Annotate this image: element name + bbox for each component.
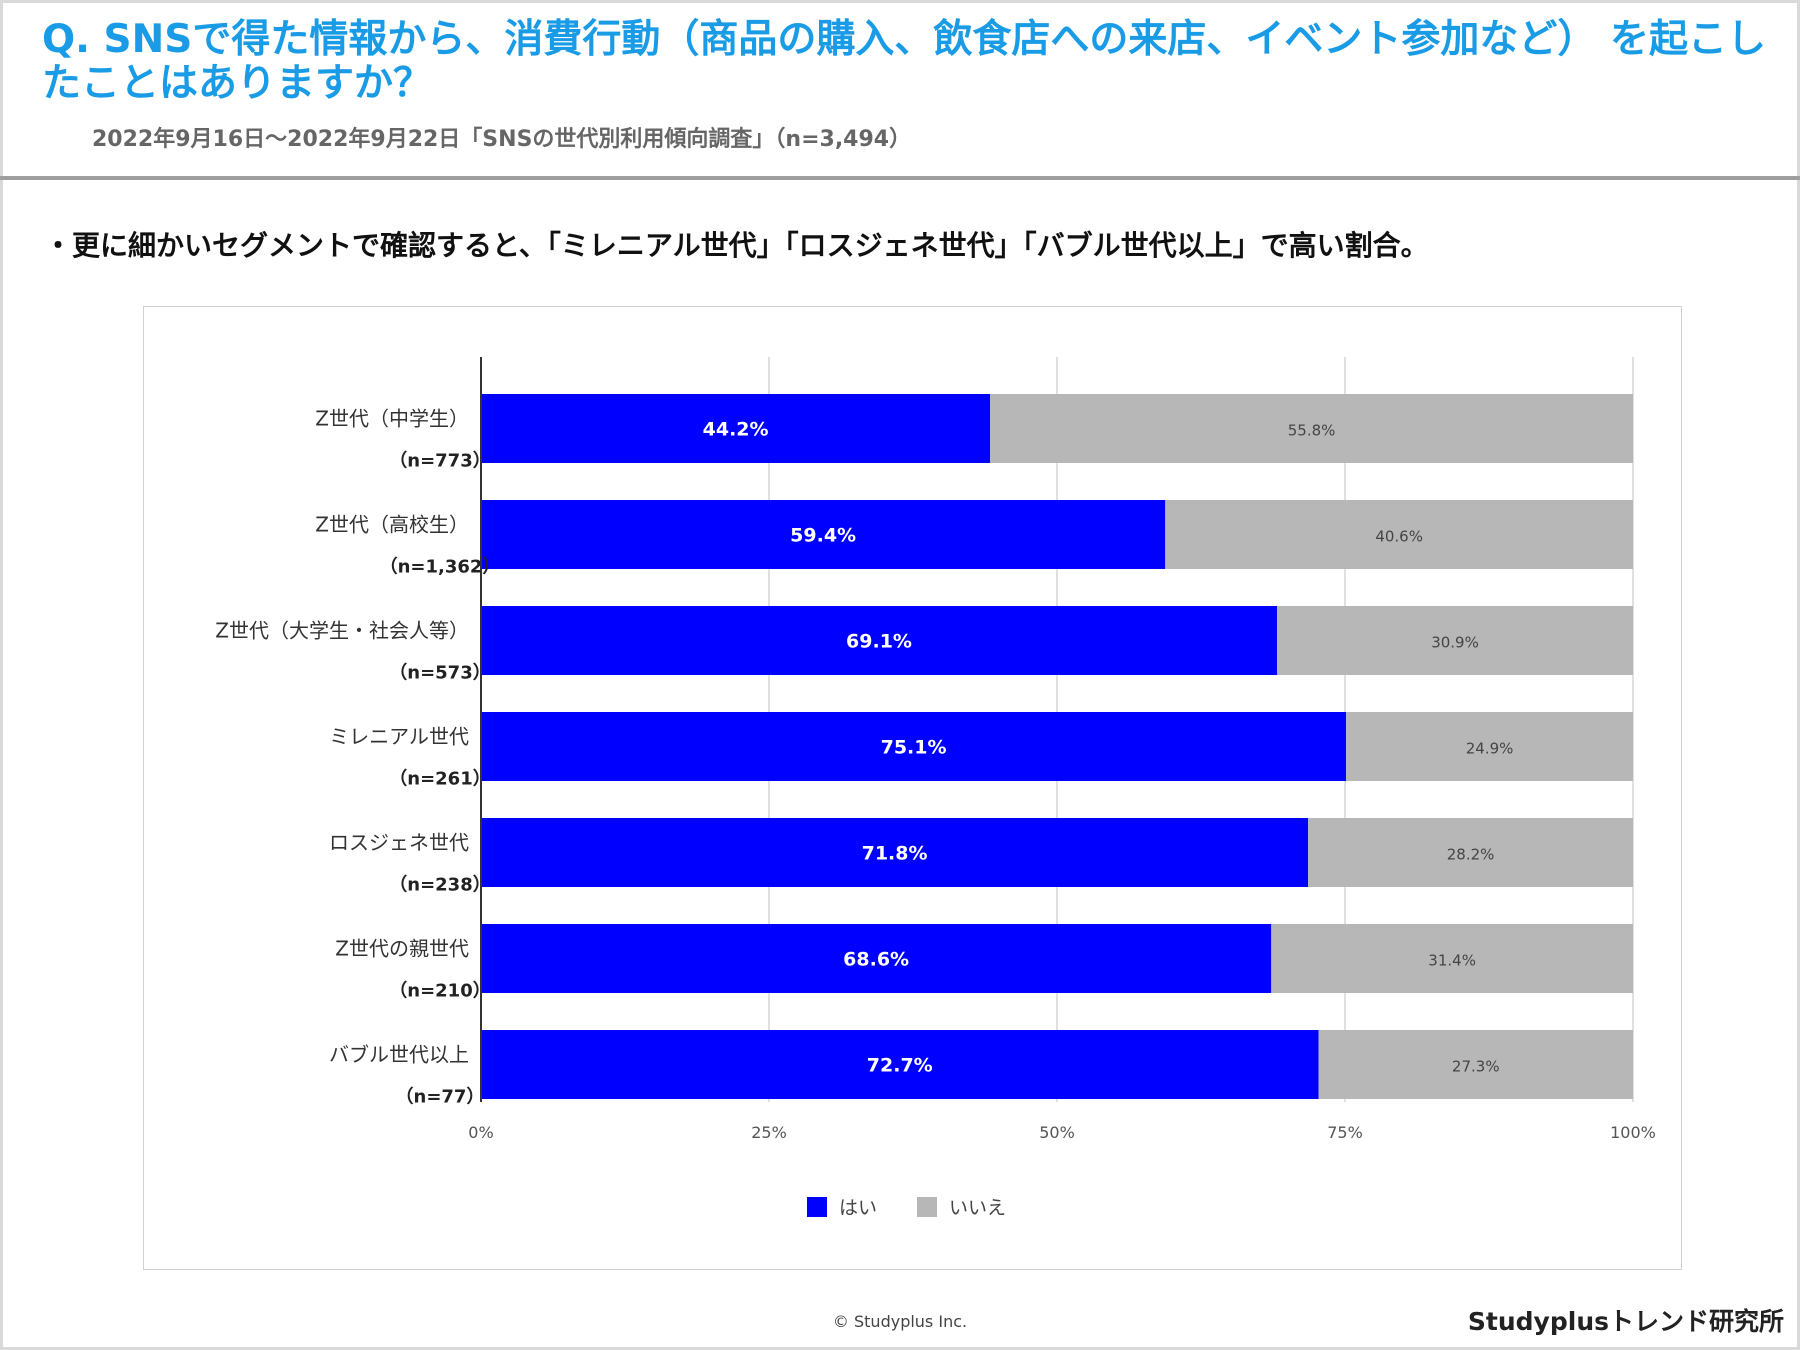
bar-yes-6 xyxy=(481,924,1272,993)
data-label-yes-7: 72.7% xyxy=(867,1055,933,1077)
category-n-2: （n=1,362） xyxy=(380,557,501,578)
bar-no-7 xyxy=(1318,1030,1633,1099)
bar-no-6 xyxy=(1271,924,1633,993)
category-n-7: （n=77） xyxy=(396,1087,485,1108)
data-label-no-2: 40.6% xyxy=(1375,528,1423,546)
stacked-bar-chart: 44.2% 55.8% Z世代（中学生） （n=773） 59.4% 40.6% Z世代（高… xyxy=(215,357,1656,1219)
x-tick-label-0: 0% xyxy=(468,1123,493,1142)
bar-yes-7 xyxy=(481,1030,1319,1099)
legend-swatch-yes xyxy=(807,1197,827,1217)
bar-yes-5 xyxy=(481,818,1309,887)
data-label-no-3: 30.9% xyxy=(1431,634,1479,652)
bar-no-4 xyxy=(1346,712,1633,781)
copyright: © Studyplus Inc. xyxy=(832,1312,968,1331)
x-tick-label-50: 50% xyxy=(1039,1123,1075,1142)
category-label-1: Z世代（中学生） xyxy=(315,407,469,431)
data-label-no-1: 55.8% xyxy=(1288,422,1336,440)
category-n-3: （n=573） xyxy=(389,663,490,684)
category-n-5: （n=238） xyxy=(389,875,490,896)
data-label-yes-6: 68.6% xyxy=(843,949,909,971)
x-tick-label-75: 75% xyxy=(1327,1123,1363,1142)
bar-no-3 xyxy=(1277,606,1633,675)
category-label-3: Z世代（大学生・社会人等） xyxy=(215,619,469,643)
bar-yes-3 xyxy=(481,606,1278,675)
brand-logo: Studyplusトレンド研究所 xyxy=(1467,1307,1784,1336)
category-n-6: （n=210） xyxy=(389,981,490,1002)
header-divider xyxy=(0,176,1800,180)
data-label-yes-4: 75.1% xyxy=(881,737,947,759)
category-label-7: バブル世代以上 xyxy=(329,1043,469,1067)
category-label-2: Z世代（高校生） xyxy=(315,513,469,537)
x-tick-label-25: 25% xyxy=(751,1123,787,1142)
data-label-yes-2: 59.4% xyxy=(790,525,856,547)
legend-swatch-no xyxy=(917,1197,937,1217)
category-n-4: （n=261） xyxy=(389,769,490,790)
bar-no-1 xyxy=(990,394,1633,463)
category-label-5: ロスジェネ世代 xyxy=(329,831,469,855)
data-label-yes-5: 71.8% xyxy=(862,843,928,865)
data-label-yes-3: 69.1% xyxy=(846,631,912,653)
summary-bullet: ・更に細かいセグメントで確認すると、「ミレニアル世代」「ロスジェネ世代」「バブル… xyxy=(44,229,1429,262)
category-label-4: ミレニアル世代 xyxy=(329,725,469,749)
category-label-6: Z世代の親世代 xyxy=(335,937,469,961)
bar-no-5 xyxy=(1308,818,1633,887)
legend-label-no: いいえ xyxy=(949,1197,1006,1219)
bar-yes-1 xyxy=(481,394,991,463)
data-label-no-4: 24.9% xyxy=(1466,740,1514,758)
category-n-1: （n=773） xyxy=(389,451,490,472)
header: Q. SNSで得た情報から、消費行動（商品の購入、飲食店への来店、イベント参加な… xyxy=(0,0,1800,178)
data-label-no-5: 28.2% xyxy=(1447,846,1495,864)
survey-subtitle: 2022年9月16日～2022年9月22日「SNSの世代別利用傾向調査」（n=3… xyxy=(92,127,912,152)
data-label-no-6: 31.4% xyxy=(1428,952,1476,970)
data-label-no-7: 27.3% xyxy=(1452,1058,1500,1076)
data-label-yes-1: 44.2% xyxy=(703,419,769,441)
bar-yes-2 xyxy=(481,500,1166,569)
chart-container: 44.2% 55.8% Z世代（中学生） （n=773） 59.4% 40.6% Z世代（高… xyxy=(143,306,1682,1270)
bar-yes-4 xyxy=(481,712,1347,781)
x-tick-label-100: 100% xyxy=(1610,1123,1656,1142)
bar-no-2 xyxy=(1165,500,1633,569)
page-title: Q. SNSで得た情報から、消費行動（商品の購入、飲食店への来店、イベント参加な… xyxy=(42,17,1766,106)
legend-label-yes: はい xyxy=(839,1197,877,1219)
